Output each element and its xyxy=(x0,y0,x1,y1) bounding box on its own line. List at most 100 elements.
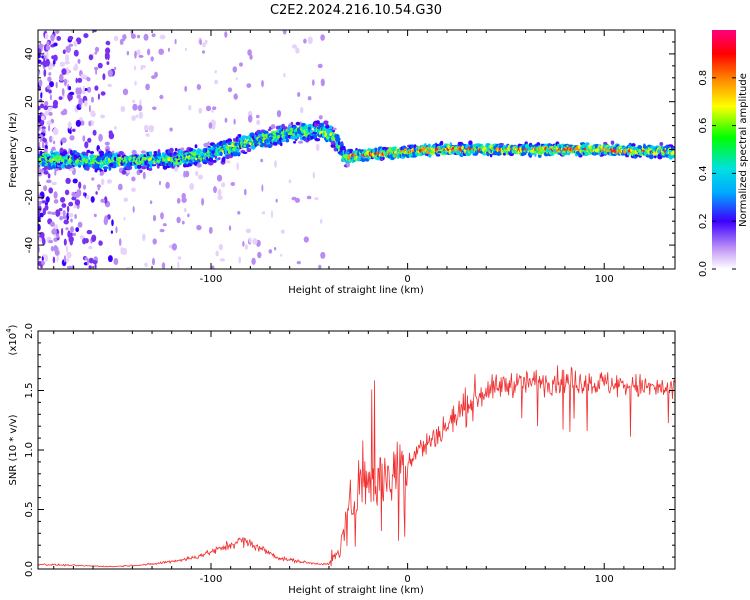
spectrogram-band-cell xyxy=(162,165,168,170)
snr-scale-close: ) xyxy=(8,324,19,328)
spectrogram-noise-cell xyxy=(120,106,126,112)
spectrogram-noise-cell xyxy=(159,34,166,40)
spectrogram-noise-cell xyxy=(41,126,46,130)
spectrogram-noise-cell xyxy=(282,30,287,35)
spectrogram-noise-cell xyxy=(257,251,262,259)
spectrogram-noise-cell xyxy=(38,210,41,218)
spectrogram-noise-cell xyxy=(83,33,89,39)
spectrogram-y-tick-label: 0 xyxy=(24,146,35,152)
spectrogram-noise-cell xyxy=(276,110,282,118)
spectrogram-noise-cell xyxy=(48,187,53,194)
spectrogram-noise-cell xyxy=(248,237,252,243)
spectrogram-noise-cell xyxy=(122,38,126,41)
spectrogram-band-cell xyxy=(139,169,143,173)
spectrogram-noise-cell xyxy=(131,176,136,182)
spectrogram-noise-cell xyxy=(202,50,205,54)
spectrogram-noise-cell xyxy=(152,238,157,245)
spectrogram-band-cell xyxy=(457,141,463,145)
spectrogram-noise-cell xyxy=(48,89,52,94)
spectrogram-heatmap xyxy=(38,30,675,269)
spectrogram-band-cell xyxy=(315,120,320,125)
spectrogram-band-cell xyxy=(439,140,444,146)
spectrogram-y-tick-label: -40 xyxy=(24,237,35,253)
spectrogram-noise-cell xyxy=(154,71,158,78)
spectrogram-noise-cell xyxy=(314,197,319,201)
spectrogram-noise-cell xyxy=(108,130,113,135)
spectrogram-noise-cell xyxy=(132,103,138,111)
spectrogram-noise-cell xyxy=(152,257,155,266)
spectrogram-band-cell xyxy=(38,146,41,150)
spectrogram-noise-cell xyxy=(88,104,91,113)
spectrogram-noise-cell xyxy=(139,99,142,107)
spectrogram-noise-cell xyxy=(107,83,112,88)
spectrogram-noise-cell xyxy=(106,179,112,184)
spectrogram-band-cell xyxy=(100,171,105,175)
spectrogram-noise-cell xyxy=(115,226,118,234)
spectrogram-noise-cell xyxy=(45,45,51,51)
spectrogram-noise-cell xyxy=(181,197,187,203)
spectrogram-noise-cell xyxy=(92,129,97,136)
spectrogram-noise-cell xyxy=(184,85,188,92)
spectrogram-noise-cell xyxy=(49,94,53,101)
spectrogram-noise-cell xyxy=(64,189,70,196)
spectrogram-noise-cell xyxy=(44,110,50,116)
spectrogram-noise-cell xyxy=(61,137,67,144)
snr-y-tick-label: 0.0 xyxy=(24,561,35,577)
spectrogram-noise-cell xyxy=(64,60,70,65)
spectrogram-noise-cell xyxy=(61,88,65,96)
spectrogram-noise-cell xyxy=(41,200,47,204)
spectrogram-noise-cell xyxy=(38,260,42,267)
spectrogram-band-cell xyxy=(304,124,309,130)
spectrogram-noise-cell xyxy=(247,114,253,123)
spectrogram-noise-cell xyxy=(68,168,74,172)
spectrogram-band-cell xyxy=(71,150,77,154)
spectrogram-noise-cell xyxy=(63,238,67,246)
spectrogram-noise-cell xyxy=(224,117,228,123)
spectrogram-noise-cell xyxy=(43,69,47,77)
spectrogram-noise-cell xyxy=(131,115,136,121)
spectrogram-noise-cell xyxy=(84,100,88,107)
spectrogram-noise-cell xyxy=(63,78,67,87)
spectrogram-noise-cell xyxy=(216,174,223,182)
spectrogram-noise-cell xyxy=(100,198,106,203)
spectrogram-noise-cell xyxy=(45,58,50,67)
spectrogram-noise-cell xyxy=(148,124,154,133)
spectrogram-band-cell xyxy=(208,157,214,162)
spectrogram-band-cell xyxy=(379,158,384,162)
spectrogram-noise-cell xyxy=(104,196,108,204)
spectrogram-noise-cell xyxy=(82,184,87,190)
spectrogram-noise-cell xyxy=(41,115,45,121)
spectrogram-noise-cell xyxy=(38,237,42,243)
spectrogram-band-cell xyxy=(250,145,256,150)
spectrogram-noise-cell xyxy=(236,162,239,171)
spectrogram-band-cell xyxy=(67,166,71,170)
spectrogram-noise-cell xyxy=(230,182,236,186)
spectrogram-noise-cell xyxy=(66,212,70,221)
spectrogram-noise-cell xyxy=(233,93,238,100)
spectrogram-noise-cell xyxy=(102,73,106,81)
snr-ticks: -100 0 100 0.0 0.5 1.0 1.5 2.0 xyxy=(24,323,675,585)
spectrogram-noise-cell xyxy=(58,207,63,212)
colorbar-tick-label: 0.0 xyxy=(698,261,709,277)
spectrogram-noise-cell xyxy=(150,56,154,62)
spectrogram-band-cell xyxy=(212,144,217,148)
spectrogram-noise-cell xyxy=(211,109,214,113)
spectrogram-noise-cell xyxy=(40,264,43,269)
spectrogram-noise-cell xyxy=(59,216,63,221)
spectrogram-noise-cell xyxy=(68,86,72,91)
spectrogram-noise-cell xyxy=(318,264,322,269)
spectrogram-band-cell xyxy=(410,144,415,149)
spectrogram-noise-cell xyxy=(185,47,187,52)
spectrogram-noise-cell xyxy=(315,143,320,152)
spectrogram-noise-cell xyxy=(75,227,80,233)
spectrogram-noise-cell xyxy=(274,160,277,168)
spectrogram-noise-cell xyxy=(261,184,264,192)
spectrogram-noise-cell xyxy=(86,229,93,235)
spectrogram-noise-cell xyxy=(255,114,260,119)
spectrogram-noise-cell xyxy=(46,51,49,60)
spectrogram-noise-cell xyxy=(162,223,167,227)
spectrogram-noise-cell xyxy=(247,49,252,56)
spectrogram-noise-cell xyxy=(93,213,97,218)
spectrogram-noise-cell xyxy=(307,96,312,101)
